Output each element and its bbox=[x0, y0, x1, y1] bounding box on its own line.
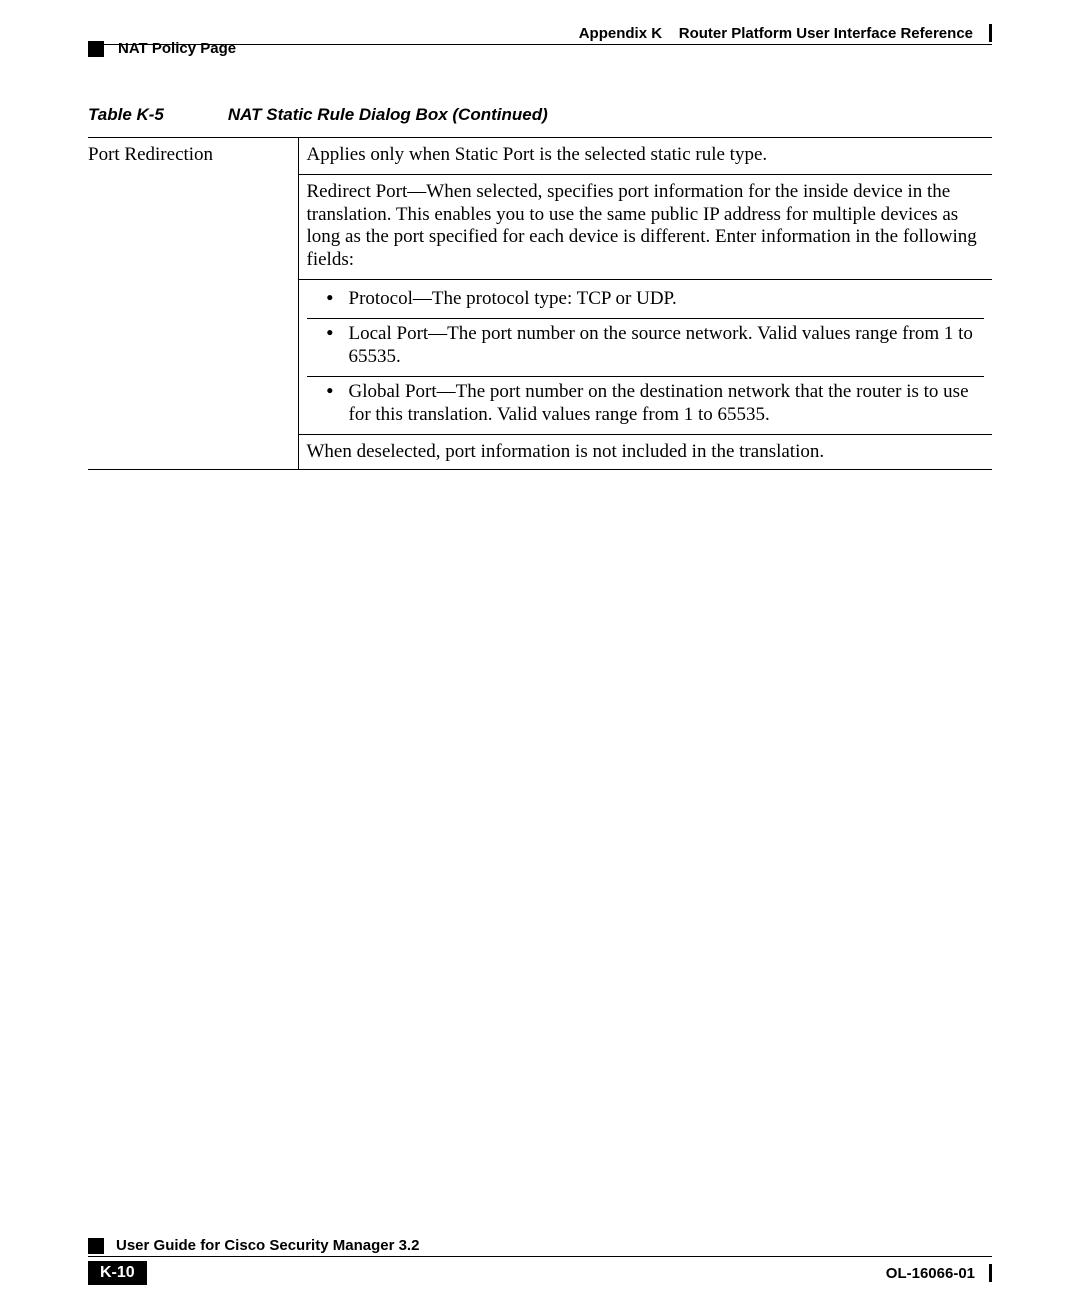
footer-guide-title: User Guide for Cisco Security Manager 3.… bbox=[116, 1237, 419, 1254]
intro-text: Applies only when Static Port is the sel… bbox=[299, 138, 993, 175]
footer-divider bbox=[88, 1256, 992, 1257]
section-marker-icon bbox=[88, 41, 104, 57]
bullet-icon: • bbox=[327, 288, 349, 310]
table-title: NAT Static Rule Dialog Box (Continued) bbox=[228, 105, 548, 124]
list-item: • Local Port—The port number on the sour… bbox=[307, 319, 985, 377]
table-row: Port Redirection Applies only when Stati… bbox=[88, 138, 992, 470]
section-header: NAT Policy Page bbox=[88, 40, 236, 57]
appendix-title: Router Platform User Interface Reference bbox=[679, 25, 973, 42]
row-content: Applies only when Static Port is the sel… bbox=[298, 138, 992, 470]
doc-id: OL-16066-01 bbox=[886, 1264, 992, 1282]
doc-id-text: OL-16066-01 bbox=[886, 1265, 975, 1282]
bullet-text: Protocol—The protocol type: TCP or UDP. bbox=[349, 288, 985, 310]
redirect-block: Redirect Port—When selected, specifies p… bbox=[299, 175, 993, 280]
bullet-icon: • bbox=[327, 381, 349, 426]
list-item: • Global Port—The port number on the des… bbox=[307, 377, 985, 434]
table-number: Table K-5 bbox=[88, 105, 164, 124]
doc-id-bar-icon bbox=[989, 1264, 992, 1282]
table-caption: Table K-5 NAT Static Rule Dialog Box (Co… bbox=[88, 105, 992, 125]
bullet-icon: • bbox=[327, 323, 349, 368]
appendix-label: Appendix K bbox=[579, 25, 662, 42]
final-text: When deselected, port information is not… bbox=[299, 434, 993, 469]
doc-table: Port Redirection Applies only when Stati… bbox=[88, 137, 992, 470]
bullet-text: Local Port—The port number on the source… bbox=[349, 323, 985, 368]
page-footer: User Guide for Cisco Security Manager 3.… bbox=[88, 1237, 992, 1285]
header-bar-icon bbox=[989, 24, 992, 42]
section-label: NAT Policy Page bbox=[118, 40, 236, 57]
row-label: Port Redirection bbox=[88, 138, 298, 470]
header-right: Appendix K Router Platform User Interfac… bbox=[579, 24, 992, 42]
list-item: • Protocol—The protocol type: TCP or UDP… bbox=[307, 284, 985, 319]
bullet-text: Global Port—The port number on the desti… bbox=[349, 381, 985, 426]
footer-marker-icon bbox=[88, 1238, 104, 1254]
bullet-list: • Protocol—The protocol type: TCP or UDP… bbox=[299, 280, 993, 434]
page-number-badge: K-10 bbox=[88, 1261, 147, 1285]
